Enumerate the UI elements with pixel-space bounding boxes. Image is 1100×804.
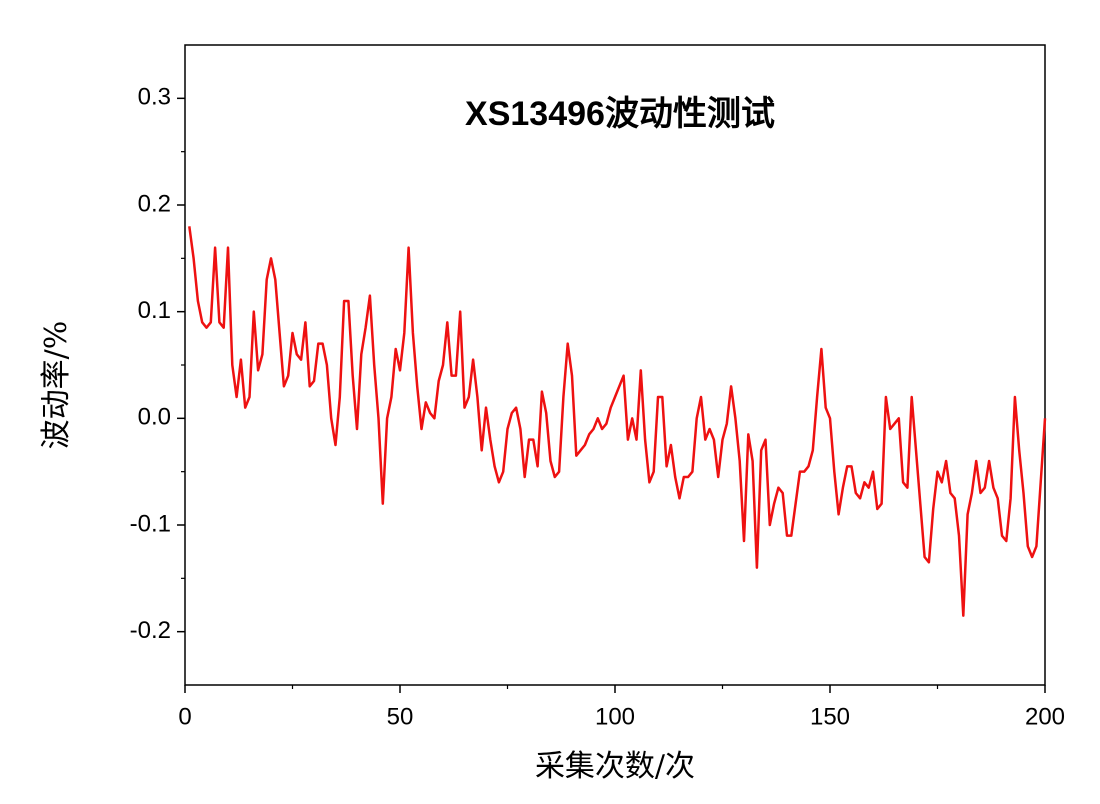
y-tick-label: 0.0: [138, 404, 171, 431]
x-tick-label: 0: [178, 703, 191, 730]
y-tick-label: 0.2: [138, 190, 171, 217]
x-tick-label: 50: [387, 703, 414, 730]
data-line: [188, 226, 1047, 617]
x-tick-label: 150: [810, 703, 850, 730]
y-tick-label: -0.2: [130, 617, 171, 644]
y-tick-label: 0.1: [138, 297, 171, 324]
plot-frame: [184, 44, 1046, 686]
x-tick-label: 200: [1025, 703, 1065, 730]
x-axis-title: 采集次数/次: [535, 749, 695, 784]
y-axis-title: 波动率/%: [39, 321, 74, 450]
y-tick-label: 0.3: [138, 84, 171, 111]
x-tick-label: 100: [595, 703, 635, 730]
y-tick-label: -0.1: [130, 510, 171, 537]
chart-title: XS13496波动性测试: [465, 95, 775, 133]
